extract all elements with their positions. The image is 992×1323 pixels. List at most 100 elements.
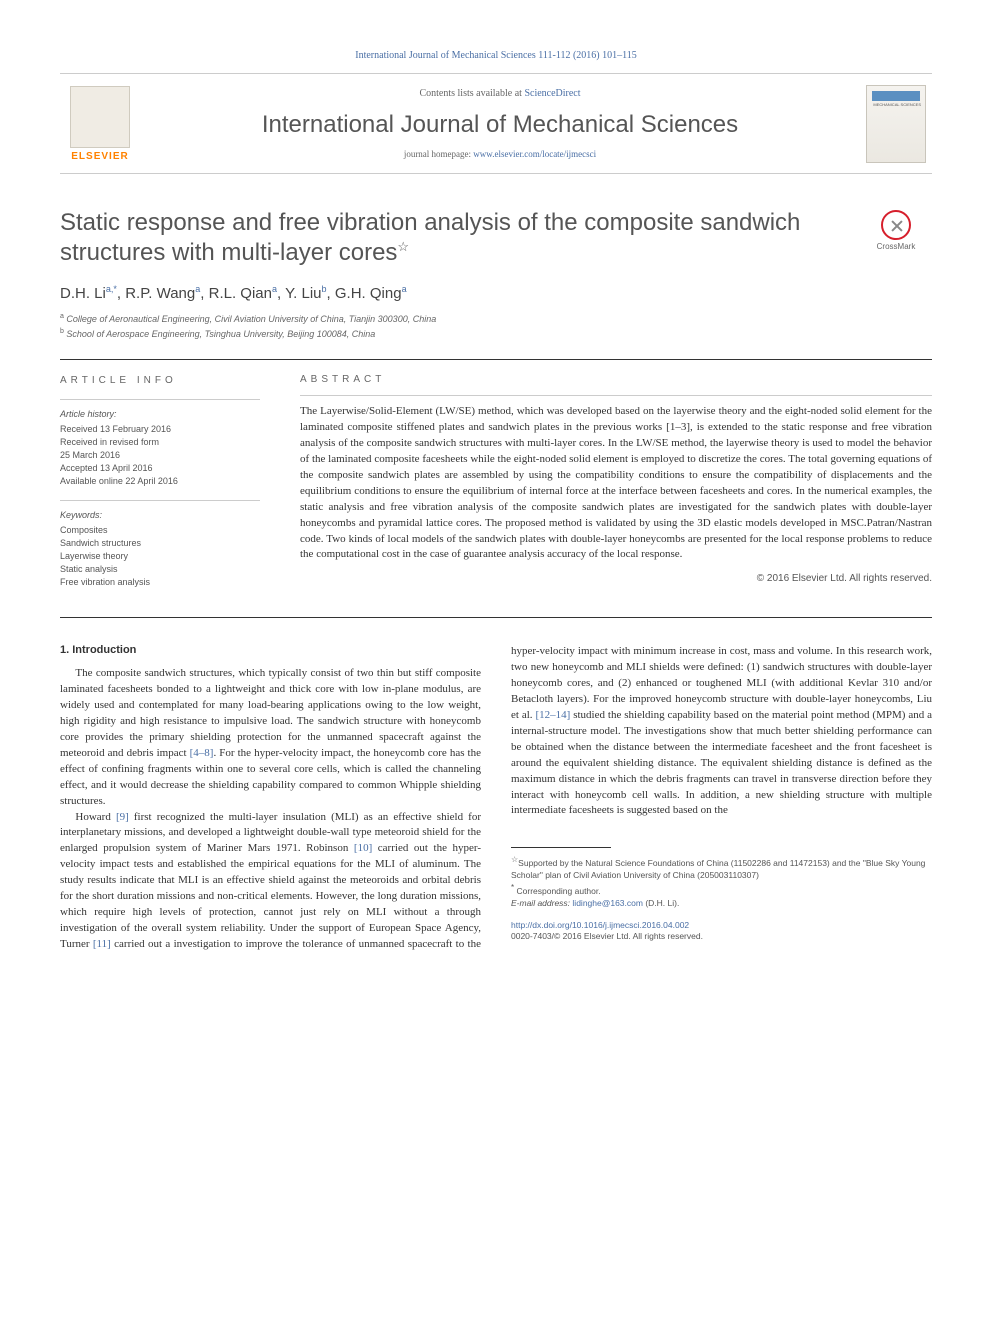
history-line: 25 March 2016 [60,449,260,462]
copyright-line: © 2016 Elsevier Ltd. All rights reserved… [300,573,932,584]
page-root: International Journal of Mechanical Scie… [0,0,992,1003]
title-row: Static response and free vibration analy… [60,208,932,268]
author-list: D.H. Lia,*, R.P. Wanga, R.L. Qiana, Y. L… [60,284,932,302]
footnote-funding: ☆Supported by the Natural Science Founda… [511,854,932,882]
text-run: Howard [75,811,116,823]
author-affil-marker: a,* [106,284,117,294]
cover-title-small: MECHANICAL SCIENCES [871,103,921,107]
author-name: G.H. Qing [335,285,402,302]
citation-link[interactable]: [10] [354,842,372,854]
author-affil-marker: a [402,284,407,294]
affiliation-list: a College of Aeronautical Engineering, C… [60,312,932,341]
issn-copyright: 0020-7403/© 2016 Elsevier Ltd. All right… [511,931,932,943]
author-sup-link[interactable]: b [322,284,327,294]
author-name: D.H. Li [60,285,106,302]
elsevier-logo-block: ELSEVIER [60,84,140,163]
email-label: E-mail address: [511,898,572,908]
crossmark-badge[interactable]: CrossMark [860,210,932,251]
journal-header: ELSEVIER Contents lists available at Sci… [60,73,932,174]
author-affil-marker: a [272,284,277,294]
journal-cover-thumb: MECHANICAL SCIENCES [860,84,932,163]
text-run: The composite sandwich structures, which… [60,667,481,759]
footnote-email: E-mail address: lidinghe@163.com (D.H. L… [511,898,932,910]
text-run: carried out the hyper-velocity impact te… [60,842,481,950]
text-run: studied the shielding capability based o… [511,709,932,817]
contents-prefix: Contents lists available at [419,88,524,99]
author-sup-link[interactable]: a [272,284,277,294]
keyword: Sandwich structures [60,537,260,550]
citation-link[interactable]: [4–8] [190,747,214,759]
author-name: Y. Liu [285,285,321,302]
journal-name: International Journal of Mechanical Scie… [150,111,850,139]
homepage-line: journal homepage: www.elsevier.com/locat… [150,149,850,159]
footnote-marker-icon: * [511,883,514,892]
divider [60,617,932,618]
keyword: Layerwise theory [60,550,260,563]
keyword: Free vibration analysis [60,576,260,589]
crossmark-icon [881,210,911,240]
citation-link[interactable]: [12–14] [535,709,570,721]
paragraph: The composite sandwich structures, which… [60,666,481,809]
author: R.L. Qiana [209,285,277,302]
email-suffix: (D.H. Li). [643,898,679,908]
history-label: Article history: [60,408,260,421]
author-sup-link[interactable]: a [195,284,200,294]
article-meta-row: ARTICLE INFO Article history: Received 1… [60,374,932,601]
citation-link[interactable]: [9] [116,811,129,823]
affil-text: School of Aerospace Engineering, Tsinghu… [66,329,375,339]
author-name: R.P. Wang [125,285,195,302]
elsevier-label: ELSEVIER [71,151,128,162]
homepage-prefix: journal homepage: [404,149,473,159]
article-title-text: Static response and free vibration analy… [60,209,800,266]
article-info-heading: ARTICLE INFO [60,374,260,389]
keywords-label: Keywords: [60,509,260,522]
affiliation: a College of Aeronautical Engineering, C… [60,312,932,327]
author-affil-marker: b [322,284,327,294]
author: G.H. Qinga [335,285,407,302]
divider [60,399,260,400]
article-history: Article history: Received 13 February 20… [60,408,260,488]
author: D.H. Lia,* [60,285,117,302]
footnote-text: Corresponding author. [517,886,601,896]
sciencedirect-link[interactable]: ScienceDirect [524,88,580,99]
author-affil-marker: a [195,284,200,294]
footnotes: ☆Supported by the Natural Science Founda… [511,854,932,909]
footnote-rule [511,847,611,848]
elsevier-tree-icon [70,86,130,148]
running-header-link[interactable]: International Journal of Mechanical Scie… [355,50,637,61]
crossmark-label: CrossMark [860,242,932,251]
history-line: Received 13 February 2016 [60,423,260,436]
divider [300,395,932,396]
body-columns: 1. Introduction The composite sandwich s… [60,644,932,953]
cover-image: MECHANICAL SCIENCES [866,85,926,163]
citation-link[interactable]: [11] [93,938,111,950]
affil-text: College of Aeronautical Engineering, Civ… [66,314,436,324]
author: Y. Liub [285,285,326,302]
doi-link[interactable]: http://dx.doi.org/10.1016/j.ijmecsci.201… [511,920,689,930]
article-info-block: ARTICLE INFO Article history: Received 1… [60,374,260,601]
abstract-heading: ABSTRACT [300,374,932,385]
divider [60,359,932,360]
author-sup-link[interactable]: a,* [106,284,117,294]
doi-block: http://dx.doi.org/10.1016/j.ijmecsci.201… [511,920,932,944]
abstract-text: The Layerwise/Solid-Element (LW/SE) meth… [300,404,932,563]
journal-header-center: Contents lists available at ScienceDirec… [140,84,860,163]
footnote-text: Supported by the Natural Science Foundat… [511,858,925,880]
contents-line: Contents lists available at ScienceDirec… [150,88,850,99]
homepage-link[interactable]: www.elsevier.com/locate/ijmecsci [473,149,596,159]
divider [60,500,260,501]
keyword: Static analysis [60,563,260,576]
affil-marker: b [60,328,64,335]
footnote-corresponding: * Corresponding author. [511,882,932,898]
history-line: Received in revised form [60,436,260,449]
running-header: International Journal of Mechanical Scie… [60,50,932,61]
article-title: Static response and free vibration analy… [60,208,848,268]
history-line: Accepted 13 April 2016 [60,462,260,475]
author: R.P. Wanga [125,285,200,302]
author-name: R.L. Qian [209,285,272,302]
abstract-block: ABSTRACT The Layerwise/Solid-Element (LW… [300,374,932,601]
author-sup-link[interactable]: a [402,284,407,294]
title-footnote-marker: ☆ [397,239,409,254]
keywords-block: Keywords: Composites Sandwich structures… [60,509,260,589]
email-link[interactable]: lidinghe@163.com [572,898,643,908]
